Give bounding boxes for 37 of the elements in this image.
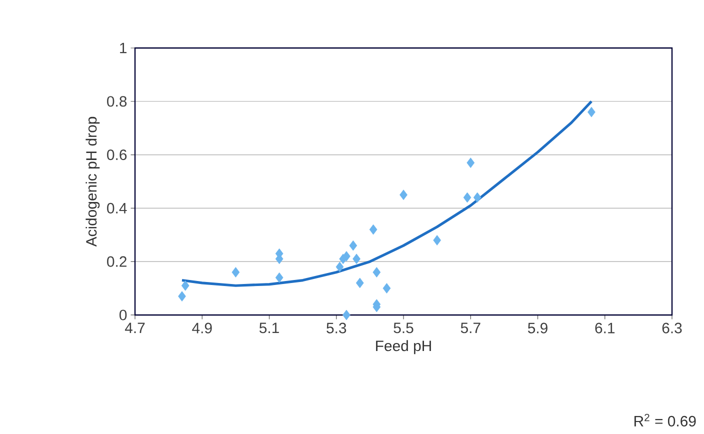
- point: [275, 272, 284, 283]
- point: [588, 106, 596, 118]
- y-tick-label: 0.2: [107, 256, 126, 267]
- point: [352, 254, 360, 264]
- point: [232, 267, 240, 278]
- point: [372, 267, 381, 278]
- point: [473, 192, 482, 203]
- y-axis-title: Acidogenic pH drop: [86, 116, 100, 247]
- point: [342, 310, 350, 320]
- x-tick-label: 5.3: [326, 322, 346, 334]
- point: [181, 280, 190, 291]
- x-tick-label: 5.9: [528, 322, 548, 334]
- text: R$^{2}$ = 0.69: [634, 414, 696, 426]
- point: [400, 190, 408, 200]
- y-tick-label: 0: [120, 310, 127, 320]
- point: [356, 278, 364, 288]
- x-tick-label: 5.5: [394, 322, 414, 334]
- point: [433, 235, 442, 246]
- point: [336, 262, 344, 272]
- point: [466, 158, 475, 168]
- point: [369, 224, 378, 235]
- x-tick-label: 4.7: [124, 322, 145, 334]
- point: [349, 240, 358, 251]
- y-tick-label: 0.6: [107, 149, 127, 160]
- y-tick-label: 0.8: [107, 96, 127, 107]
- point: [463, 192, 472, 203]
- x-tick-label: 5.7: [460, 322, 480, 334]
- y-tick-label: 1: [120, 42, 127, 54]
- x-tick-label: 6.3: [662, 322, 682, 334]
- point: [382, 283, 391, 294]
- x-axis-title: Feed pH: [376, 340, 431, 354]
- point: [342, 251, 350, 262]
- x-tick-label: 5.1: [259, 322, 279, 334]
- y-tick-label: 0.4: [107, 202, 127, 214]
- x-tick-label: 4.9: [192, 322, 212, 334]
- point: [178, 291, 186, 302]
- x-tick-label: 6.1: [595, 322, 615, 334]
